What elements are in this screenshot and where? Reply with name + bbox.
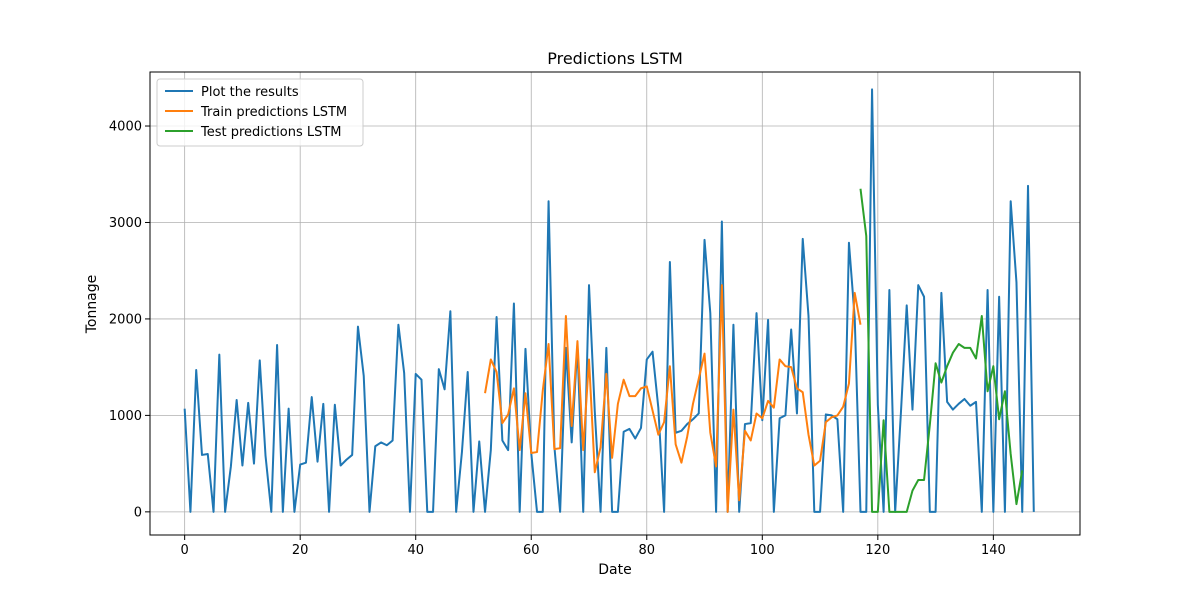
series-line-3	[859, 188, 1024, 513]
legend: Plot the results Train predictions LSTM …	[156, 78, 364, 147]
x-tick-label: 60	[523, 543, 540, 558]
y-tick-label: 2000	[109, 312, 142, 327]
series-line-2	[484, 284, 862, 513]
x-axis-label: Date	[598, 562, 631, 578]
plot-frame	[149, 71, 1081, 536]
y-axis-label: Tonnage	[84, 275, 100, 335]
legend-label-series-2: Train predictions LSTM	[200, 105, 347, 120]
y-tick-label: 4000	[109, 120, 142, 135]
x-tick-label: 40	[407, 543, 424, 558]
x-tick-label: 140	[981, 543, 1006, 558]
legend-box	[156, 78, 364, 147]
legend-label-series-1: Plot the results	[201, 85, 299, 100]
x-tick-label: 120	[865, 543, 890, 558]
axis-ticks: 0 20 40 60 80 100 120 140 0 1000 2000 3000 4000	[109, 120, 1006, 558]
series-lines	[183, 88, 1035, 513]
x-tick-label: 80	[638, 543, 655, 558]
x-tick-label: 100	[750, 543, 775, 558]
y-tick-label: 0	[134, 505, 142, 520]
x-tick-label: 20	[292, 543, 309, 558]
legend-label-series-3: Test predictions LSTM	[200, 125, 342, 140]
chart-title: Predictions LSTM	[547, 49, 683, 68]
y-tick-label: 1000	[109, 409, 142, 424]
x-tick-label: 0	[181, 543, 189, 558]
y-tick-label: 3000	[109, 216, 142, 231]
